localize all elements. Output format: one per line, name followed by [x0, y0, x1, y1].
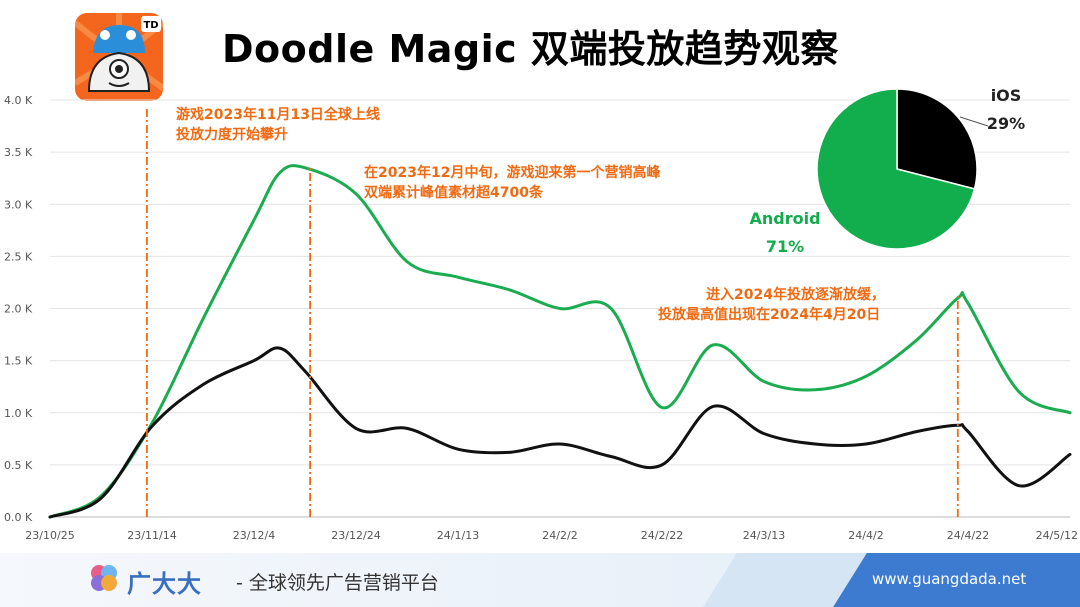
y-tick-label: 1.5 K [4, 355, 33, 368]
site-url-link[interactable]: www.guangdada.net [872, 570, 1027, 588]
annotation-text: 投放力度开始攀升 [176, 126, 288, 143]
x-tick-label: 23/12/4 [233, 529, 275, 542]
brand-logo-icon [91, 565, 117, 591]
x-tick-label: 24/4/2 [848, 529, 883, 542]
y-tick-label: 0.5 K [4, 459, 33, 472]
x-tick-label: 23/11/14 [127, 529, 176, 542]
x-tick-label: 24/3/13 [743, 529, 785, 542]
trend-chart: 0.0 K 0.5 K 1.0 K 1.5 K 2.0 K 2.5 K 3.0 K 3.5 K… [4, 86, 1078, 542]
pie-label-android: Android [749, 209, 820, 228]
series-line-android [48, 164, 1072, 519]
y-tick-label: 2.0 K [4, 303, 33, 316]
y-tick-label: 0.0 K [4, 511, 33, 524]
pie-percent-ios: 29% [987, 114, 1025, 133]
annotation-text: 投放最高值出现在2024年4月20日 [658, 306, 880, 323]
brand-name: 广大大 [127, 570, 202, 598]
annotation-text: 进入2024年投放逐渐放缓， [706, 286, 885, 303]
x-tick-label: 23/12/24 [331, 529, 380, 542]
y-tick-label: 3.0 K [4, 198, 33, 211]
footer-bar: 广大大 - 全球领先广告营销平台 www.guangdada.net [0, 553, 1080, 607]
annotation-text: 在2023年12月中旬，游戏迎来第一个营销高峰 [364, 164, 661, 181]
annotation-text: 游戏2023年11月13日全球上线 [176, 106, 380, 123]
x-tick-label: 24/1/13 [437, 529, 479, 542]
series-line-ios [48, 346, 1072, 519]
x-tick-label: 24/4/22 [947, 529, 989, 542]
x-tick-label: 24/2/2 [542, 529, 577, 542]
y-tick-label: 4.0 K [4, 94, 33, 107]
y-tick-label: 2.5 K [4, 250, 33, 263]
y-tick-label: 3.5 K [4, 146, 33, 159]
annotation-text: 双端累计峰值素材超4700条 [364, 184, 544, 201]
y-tick-label: 1.0 K [4, 407, 33, 420]
pie-slice-android [816, 88, 976, 250]
x-tick-label: 23/10/25 [25, 529, 74, 542]
x-tick-label: 24/5/12 [1036, 529, 1078, 542]
pie-leader-line [959, 116, 989, 127]
brand-slogan: - 全球领先广告营销平台 [236, 572, 439, 594]
app-icon-badge: TD [143, 20, 158, 31]
pie-slice-ios [896, 88, 978, 190]
app-icon: TD [75, 13, 163, 101]
page-title: Doodle Magic 双端投放趋势观察 [222, 27, 839, 71]
pie-label-ios: iOS [991, 86, 1022, 105]
pie-percent-android: 71% [766, 237, 804, 256]
x-tick-label: 24/2/22 [641, 529, 683, 542]
